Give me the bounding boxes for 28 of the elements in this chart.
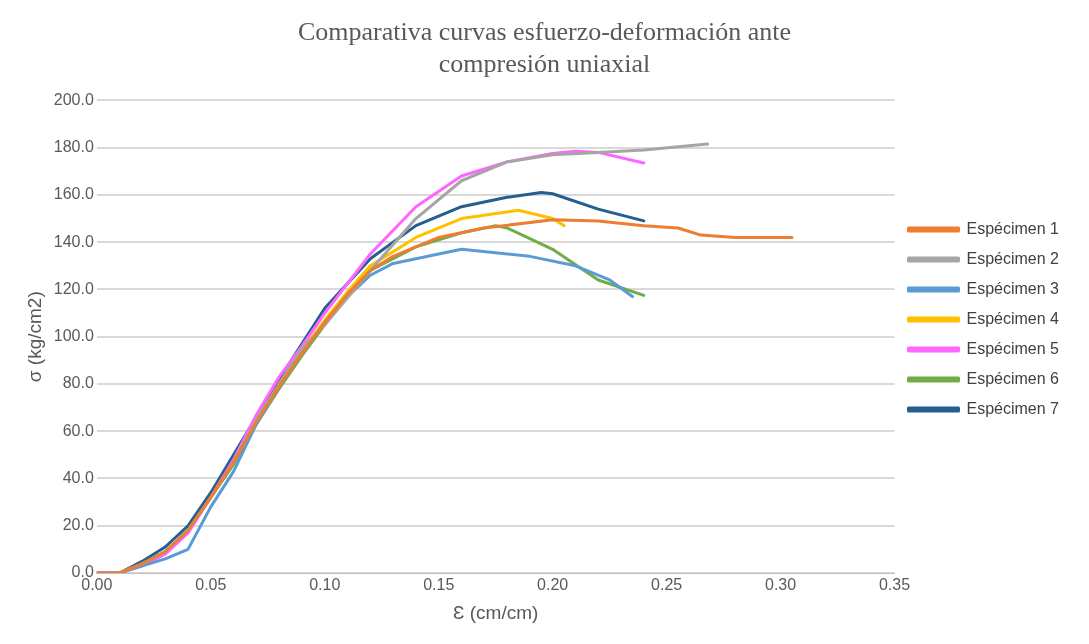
- y-tick-label: 100.0: [53, 327, 94, 345]
- legend-label: Espécimen 1: [966, 219, 1060, 237]
- y-tick-label: 20.0: [62, 516, 94, 534]
- x-tick-label: 0.25: [651, 576, 683, 594]
- legend-label: Espécimen 2: [966, 249, 1060, 267]
- x-axis-title: Ɛ (cm/cm): [453, 601, 539, 623]
- x-tick-label: 0.20: [537, 576, 569, 594]
- legend-label: Espécimen 7: [966, 399, 1060, 417]
- y-axis-title: σ (kg/cm2): [23, 291, 45, 383]
- legend-label: Espécimen 6: [966, 369, 1060, 387]
- y-tick-label: 200.0: [53, 90, 94, 108]
- legend-label: Espécimen 4: [966, 309, 1060, 327]
- y-tick-label: 180.0: [53, 138, 94, 156]
- x-tick-label: 0.00: [81, 576, 113, 594]
- y-tick-label: 140.0: [53, 232, 94, 250]
- x-tick-label: 0.15: [423, 576, 455, 594]
- y-tick-label: 120.0: [53, 279, 94, 297]
- x-tick-label: 0.30: [764, 576, 797, 594]
- y-tick-label: 80.0: [62, 374, 94, 392]
- y-tick-label: 160.0: [53, 185, 94, 203]
- legend-label: Espécimen 5: [966, 339, 1060, 357]
- legend-label: Espécimen 3: [966, 279, 1060, 297]
- y-tick-label: 40.0: [62, 468, 94, 486]
- x-tick-label: 0.05: [195, 576, 227, 594]
- chart-title: Comparativa curvas esfuerzo-deformación ante compresión uniaxial: [297, 17, 792, 78]
- x-tick-label: 0.35: [878, 576, 911, 594]
- x-tick-label: 0.10: [309, 576, 341, 594]
- y-tick-label: 60.0: [62, 421, 94, 439]
